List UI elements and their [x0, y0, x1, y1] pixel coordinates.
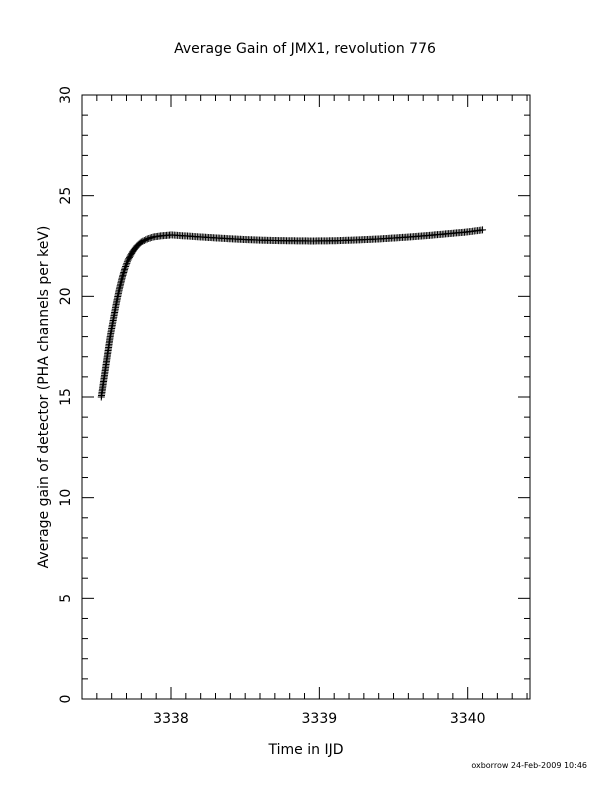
data-point — [137, 238, 145, 246]
data-point — [140, 236, 148, 244]
data-point — [121, 264, 129, 272]
data-point — [142, 236, 150, 244]
y-tick-label: 15 — [58, 388, 74, 406]
y-tick-label: 5 — [58, 594, 74, 603]
x-tick-label: 3338 — [153, 711, 189, 727]
axis-ticks — [81, 94, 530, 700]
x-tick-label: 3339 — [302, 711, 338, 727]
chart-title: Average Gain of JMX1, revolution 776 — [174, 41, 436, 57]
y-axis-label: Average gain of detector (PHA channels p… — [36, 226, 52, 569]
data-points — [97, 226, 487, 401]
plot-frame — [81, 94, 531, 700]
y-tick-label: 25 — [58, 187, 74, 205]
data-point — [146, 234, 154, 242]
data-point — [122, 263, 130, 271]
x-axis-label: Time in IJD — [268, 742, 344, 758]
data-point — [123, 259, 131, 267]
data-point — [122, 261, 130, 269]
data-point — [139, 237, 147, 245]
footer-stamp: oxborrow 24-Feb-2009 10:46 — [471, 761, 587, 770]
y-tick-label: 20 — [58, 287, 74, 305]
data-point — [479, 226, 487, 234]
y-tick-label: 30 — [58, 86, 74, 104]
x-tick-label: 3340 — [450, 711, 486, 727]
data-point — [123, 258, 131, 266]
y-tick-label: 10 — [58, 489, 74, 507]
tick-labels: 0 5 10 15 20 25 30 3338 3339 3340 — [58, 86, 486, 727]
y-tick-label: 0 — [58, 695, 74, 704]
data-point — [148, 233, 156, 241]
data-point — [145, 234, 153, 242]
data-point — [143, 235, 151, 243]
